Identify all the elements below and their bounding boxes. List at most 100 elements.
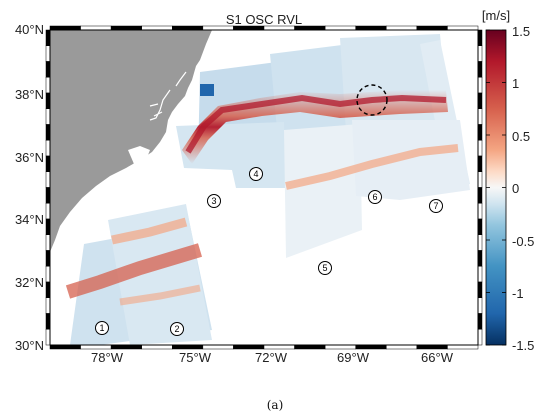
frame-segment	[141, 344, 173, 350]
frame-segment	[355, 344, 387, 350]
swath-patches	[65, 34, 470, 345]
frame-segment	[477, 77, 483, 94]
frame-segment	[477, 92, 483, 109]
frame-segment	[477, 218, 483, 235]
region-marker-1: 1	[95, 321, 109, 335]
frame-segment	[45, 250, 51, 267]
frame-segment	[172, 344, 204, 350]
frame-segment	[45, 45, 51, 62]
region-markers: 1 2 3 4 5 6 7	[95, 167, 443, 336]
lat-label-40: 40°N	[15, 22, 44, 37]
frame-segment	[49, 344, 81, 350]
region-marker-7-label: 7	[433, 201, 438, 211]
frame-segment	[294, 25, 326, 31]
region-marker-6: 6	[368, 190, 382, 204]
frame-segment	[45, 140, 51, 157]
swath-mid-2	[284, 124, 362, 258]
frame-segment	[45, 187, 51, 204]
frame-segment	[416, 344, 448, 350]
frame-segment	[477, 234, 483, 251]
frame-segment	[45, 329, 51, 346]
region-marker-5-label: 5	[322, 263, 327, 273]
region-marker-3: 3	[207, 194, 221, 208]
swath-coastal-spot	[200, 84, 214, 96]
frame-segment	[45, 234, 51, 251]
frame-segment	[45, 155, 51, 172]
map-title: S1 OSC RVL	[226, 12, 302, 27]
frame-segment	[477, 266, 483, 283]
region-marker-2: 2	[170, 322, 184, 336]
delaware-bay	[175, 71, 187, 87]
lon-label-75: 75°W	[179, 350, 212, 365]
frame-segment	[447, 25, 479, 31]
frame-segment	[45, 218, 51, 235]
frame-segment	[45, 61, 51, 78]
frame-segment	[45, 171, 51, 188]
pamlico-sound	[128, 146, 150, 164]
latitude-labels: 40°N 38°N 36°N 34°N 32°N 30°N	[15, 22, 44, 353]
frame-segment	[45, 266, 51, 283]
frame-segment	[477, 281, 483, 298]
frame-segment	[233, 25, 265, 31]
region-marker-5: 5	[318, 261, 332, 275]
frame-segment	[477, 29, 483, 46]
colorbar-tick-1: 1	[512, 76, 519, 91]
frame-segment	[45, 313, 51, 330]
region-marker-4: 4	[249, 167, 263, 181]
swath-mid-3	[352, 120, 470, 200]
frame-segment	[45, 77, 51, 94]
frame-segment	[110, 344, 142, 350]
region-marker-6-label: 6	[372, 192, 377, 202]
frame-segment	[477, 108, 483, 125]
frame-segment	[477, 45, 483, 62]
frame-segment	[80, 344, 112, 350]
frame-segment	[45, 297, 51, 314]
frame-segment	[355, 25, 387, 31]
region-marker-1-label: 1	[99, 323, 104, 333]
frame-segment	[477, 250, 483, 267]
frame-segment	[477, 329, 483, 346]
chesapeake-bay	[149, 89, 171, 121]
colorbar-unit: [m/s]	[482, 8, 510, 23]
frame-segment	[263, 344, 295, 350]
frame-segment	[477, 187, 483, 204]
lon-label-78: 78°W	[91, 350, 124, 365]
frame-segment	[447, 344, 479, 350]
frame-segment	[172, 25, 204, 31]
warm-band-south-1	[65, 243, 203, 299]
region-marker-2-label: 2	[174, 324, 179, 334]
frame-segment	[477, 313, 483, 330]
dashed-circle-annotation	[356, 84, 388, 116]
lon-label-72: 72°W	[255, 350, 288, 365]
colorbar-tick-neg1: -1	[512, 286, 524, 301]
lat-label-36: 36°N	[15, 150, 44, 165]
colorbar-tick-neg1.5: -1.5	[512, 338, 534, 353]
frame-segment	[233, 344, 265, 350]
frame-segment	[477, 61, 483, 78]
map-frame	[45, 25, 483, 350]
frame-segment	[202, 344, 234, 350]
frame-segment	[324, 25, 356, 31]
frame-segment	[45, 29, 51, 46]
frame-segment	[386, 344, 418, 350]
frame-segment	[416, 25, 448, 31]
frame-segment	[477, 124, 483, 141]
longitude-labels: 78°W 75°W 72°W 69°W 66°W	[91, 350, 454, 365]
region-marker-3-label: 3	[211, 196, 216, 206]
frame-segment	[324, 344, 356, 350]
lat-label-38: 38°N	[15, 87, 44, 102]
frame-segment	[294, 344, 326, 350]
frame-segment	[45, 124, 51, 141]
frame-segment	[45, 203, 51, 220]
colorbar-tick-0.5: 0.5	[512, 129, 530, 144]
figure-caption: (a)	[266, 398, 284, 412]
land-area	[50, 30, 212, 252]
frame-segment	[45, 92, 51, 109]
frame-segment	[477, 297, 483, 314]
frame-segment	[263, 25, 295, 31]
colorbar-tick-neg0.5: -0.5	[512, 234, 534, 249]
map-border	[49, 29, 479, 346]
frame-segment	[477, 171, 483, 188]
colorbar-tick-0: 0	[512, 181, 519, 196]
